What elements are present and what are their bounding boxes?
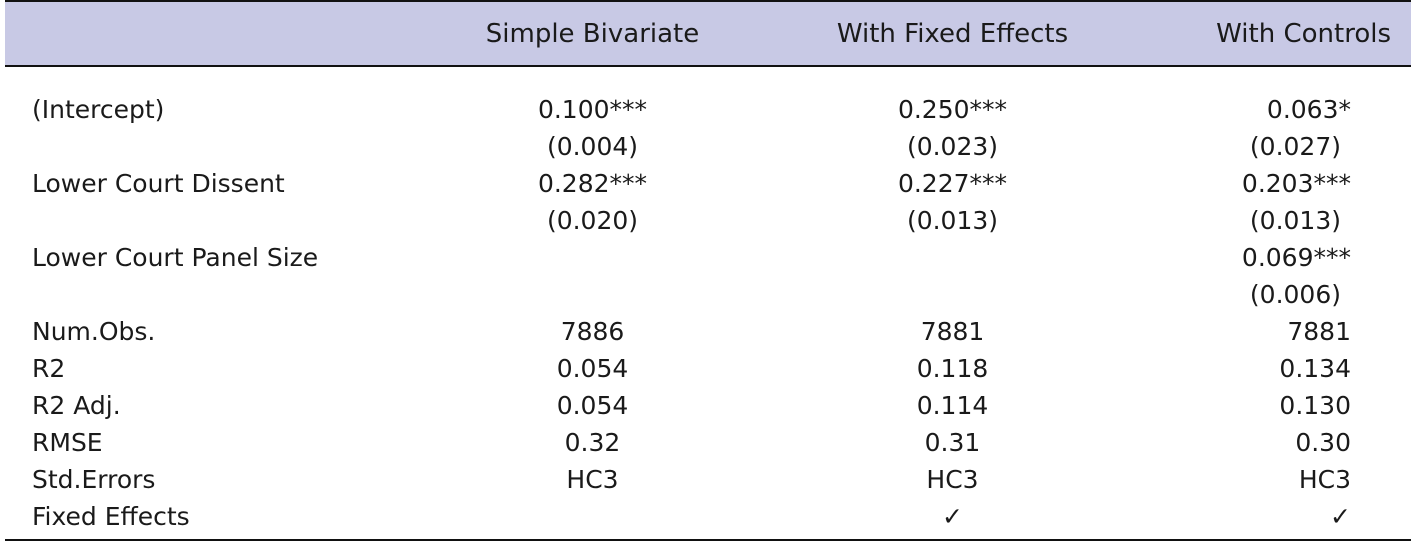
cell-value: 0.227*** (897, 169, 1008, 198)
cell-value: 0.114 (916, 391, 989, 420)
cell-value (425, 498, 760, 541)
cell-value: 0.282*** (537, 169, 648, 198)
table-row-rmse: RMSE 0.32 0.31 0.30 (5, 424, 1411, 461)
cell-value (425, 239, 760, 276)
cell-value: (0.013) (1249, 206, 1341, 235)
table-row-std-errors: Std.Errors HC3 HC3 HC3 (5, 461, 1411, 498)
table-row-intercept-se: (0.004) (0.023) (0.027) (5, 128, 1411, 165)
cell-value: 0.054 (556, 391, 629, 420)
table-body: (Intercept) 0.100*** 0.250*** 0.063* (0.… (5, 66, 1411, 541)
header-cell-with-fixed-effects: With Fixed Effects (760, 0, 1145, 67)
cell-value: (0.020) (546, 206, 639, 235)
cell-value: (0.027) (1249, 132, 1341, 161)
header-row: Simple Bivariate With Fixed Effects With… (5, 0, 1411, 67)
header-cell-with-controls: With Controls (1145, 0, 1411, 67)
cell-value: (0.023) (906, 132, 999, 161)
cell-value: 0.250*** (897, 95, 1008, 124)
cell-value: 0.30 (1295, 428, 1351, 457)
cell-value: 0.054 (556, 354, 629, 383)
cell-value: 7881 (1287, 317, 1351, 346)
row-label: RMSE (32, 428, 103, 457)
row-label: Std.Errors (32, 465, 156, 494)
checkmark-icon: ✓ (760, 498, 1145, 541)
table-row-lower-court-dissent-se: (0.020) (0.013) (0.013) (5, 202, 1411, 239)
cell-value: (0.006) (1249, 280, 1341, 309)
row-label (5, 276, 425, 313)
regression-table: Simple Bivariate With Fixed Effects With… (5, 0, 1411, 541)
table-row-r2-adj: R2 Adj. 0.054 0.114 0.130 (5, 387, 1411, 424)
header-cell-label (5, 0, 425, 67)
cell-value: 0.134 (1279, 354, 1351, 383)
cell-value: 7886 (560, 317, 625, 346)
row-label: Num.Obs. (32, 317, 156, 346)
cell-value: 0.100*** (537, 95, 648, 124)
table-row-fixed-effects: Fixed Effects ✓ ✓ (5, 498, 1411, 541)
row-label (5, 202, 425, 239)
table-row-r2: R2 0.054 0.118 0.134 (5, 350, 1411, 387)
row-label: (Intercept) (32, 95, 165, 124)
cell-value (760, 276, 1145, 313)
regression-table-container: Simple Bivariate With Fixed Effects With… (5, 0, 1411, 541)
row-label: R2 (32, 354, 66, 383)
cell-value (425, 276, 760, 313)
cell-value (760, 239, 1145, 276)
table-row-lower-court-panel-size-se: (0.006) (5, 276, 1411, 313)
header-cell-simple-bivariate: Simple Bivariate (425, 0, 760, 67)
cell-value: HC3 (1298, 465, 1351, 494)
row-label: Fixed Effects (5, 498, 425, 541)
cell-value: HC3 (566, 465, 619, 494)
cell-value: 0.203*** (1241, 169, 1351, 198)
cell-value: 0.069*** (1241, 243, 1351, 272)
table-header: Simple Bivariate With Fixed Effects With… (5, 0, 1411, 67)
cell-value: 0.063* (1266, 95, 1351, 124)
row-label (5, 128, 425, 165)
table-row-intercept: (Intercept) 0.100*** 0.250*** 0.063* (5, 66, 1411, 128)
cell-value: 0.32 (564, 428, 621, 457)
table-row-lower-court-panel-size: Lower Court Panel Size 0.069*** (5, 239, 1411, 276)
row-label: Lower Court Panel Size (32, 243, 319, 272)
cell-value: 7881 (920, 317, 985, 346)
row-label: R2 Adj. (32, 391, 121, 420)
cell-value: 0.31 (924, 428, 981, 457)
checkmark-icon: ✓ (1145, 498, 1411, 541)
row-label: Lower Court Dissent (32, 169, 285, 198)
cell-value: HC3 (926, 465, 979, 494)
cell-value: 0.118 (916, 354, 989, 383)
table-row-num-obs: Num.Obs. 7886 7881 7881 (5, 313, 1411, 350)
cell-value: (0.013) (906, 206, 999, 235)
cell-value: (0.004) (546, 132, 639, 161)
cell-value: 0.130 (1279, 391, 1351, 420)
table-row-lower-court-dissent: Lower Court Dissent 0.282*** 0.227*** 0.… (5, 165, 1411, 202)
